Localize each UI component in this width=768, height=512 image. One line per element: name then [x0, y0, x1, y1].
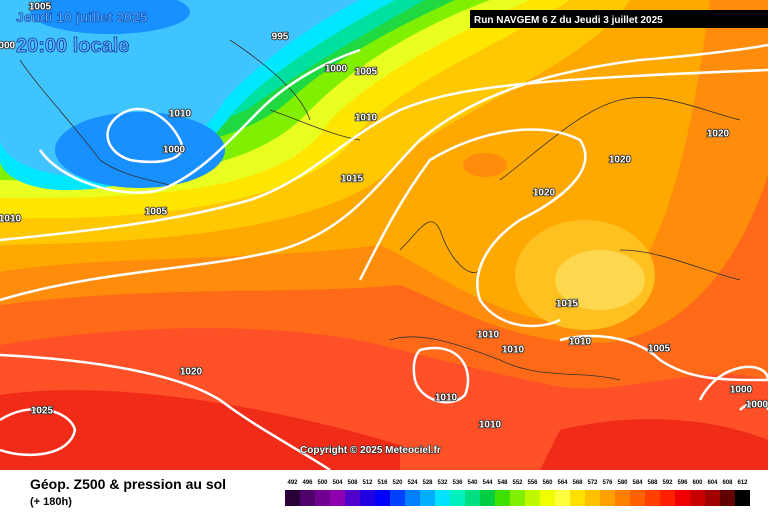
legend-swatch	[510, 490, 525, 506]
legend-label: 516	[377, 480, 388, 486]
isobar-label: 1000	[0, 41, 16, 52]
legend-label: 580	[617, 480, 628, 486]
legend-swatch	[405, 490, 420, 506]
legend-label: 492	[287, 480, 298, 486]
legend-label: 576	[602, 480, 613, 486]
legend-swatch	[390, 490, 405, 506]
isobar-label: 1005	[145, 207, 168, 218]
legend-swatch	[480, 490, 495, 506]
valid-date: Jeudi 10 juillet 2025	[16, 9, 148, 25]
legend-label: 572	[587, 480, 598, 486]
legend-label: 504	[332, 480, 343, 486]
legend-label: 556	[527, 480, 538, 486]
legend-swatch	[435, 490, 450, 506]
legend-label: 584	[632, 480, 643, 486]
isobar-label: 1010	[0, 214, 22, 225]
legend-swatch	[450, 490, 465, 506]
legend-label: 568	[572, 480, 583, 486]
legend-swatch	[735, 490, 750, 506]
isobar-label: 1005	[355, 67, 378, 78]
run-banner	[470, 10, 768, 28]
legend-swatch	[360, 490, 375, 506]
legend-swatch	[315, 490, 330, 506]
legend-label: 604	[707, 480, 718, 486]
legend-label: 500	[317, 480, 328, 486]
legend-label: 544	[482, 480, 493, 486]
legend-swatch	[660, 490, 675, 506]
legend-swatch	[300, 490, 315, 506]
isobar-label: 1010	[502, 345, 525, 356]
legend-swatch	[570, 490, 585, 506]
legend-swatch	[540, 490, 555, 506]
isobar-label: 1020	[609, 155, 632, 166]
legend-swatch	[465, 490, 480, 506]
legend-label: 532	[437, 480, 448, 486]
isobar-label: 1010	[477, 330, 500, 341]
legend-label: 600	[692, 480, 703, 486]
isobar-labels: 1005 1000 995 1000 1005 1010 1000 1010 1…	[0, 1, 768, 432]
isobar-label: 1000	[325, 64, 348, 75]
isobar-lines	[0, 43, 768, 472]
legend-swatch	[630, 490, 645, 506]
isobar-label: 1005	[648, 344, 671, 355]
lead-time: (+ 180h)	[30, 496, 72, 508]
legend-label: 592	[662, 480, 673, 486]
isobar-label: 1020	[533, 188, 556, 199]
isobar-label: 1025	[31, 406, 54, 417]
isobar-label: 1020	[707, 129, 730, 140]
legend-swatch	[615, 490, 630, 506]
legend-label: 596	[677, 480, 688, 486]
legend-swatch	[420, 490, 435, 506]
isobar-label: 1010	[169, 109, 192, 120]
legend-label: 536	[452, 480, 463, 486]
legend-swatch	[555, 490, 570, 506]
isobar-label: 1000	[163, 145, 186, 156]
legend-swatch	[600, 490, 615, 506]
legend-label: 548	[497, 480, 508, 486]
valid-time: 20:00 locale	[16, 35, 129, 57]
isobar-label: 1000	[746, 400, 768, 411]
isobar-label: 1020	[180, 367, 203, 378]
legend-label: 608	[722, 480, 733, 486]
color-legend: 492 496 500 504 508 512 516 520 524 528 532 536 540 5…	[285, 480, 750, 506]
legend-swatch	[675, 490, 690, 506]
legend-swatch	[645, 490, 660, 506]
legend-label: 560	[542, 480, 553, 486]
legend-swatch	[705, 490, 720, 506]
legend-swatch	[345, 490, 360, 506]
legend-swatch	[375, 490, 390, 506]
legend-swatch	[330, 490, 345, 506]
legend-label: 564	[557, 480, 568, 486]
legend-label: 524	[407, 480, 418, 486]
product-title: Géop. Z500 & pression au sol	[30, 476, 226, 492]
legend-label: 496	[302, 480, 313, 486]
legend-label: 528	[422, 480, 433, 486]
isobar-label: 1010	[355, 113, 378, 124]
legend-swatch	[585, 490, 600, 506]
isobar-label: 1015	[341, 174, 364, 185]
isobar-label: 1000	[730, 385, 753, 396]
legend-swatch	[495, 490, 510, 506]
isobar-label: 1015	[556, 299, 579, 310]
legend-label: 612	[737, 480, 748, 486]
legend-label: 540	[467, 480, 478, 486]
legend-swatch	[690, 490, 705, 506]
legend-label: 508	[347, 480, 358, 486]
legend-label: 588	[647, 480, 658, 486]
legend-swatch	[525, 490, 540, 506]
isobar-label: 1010	[435, 393, 458, 404]
isobar-label: 1010	[569, 337, 592, 348]
run-info: Run NAVGEM 6 Z du Jeudi 3 juillet 2025	[474, 15, 663, 26]
isobar-label: 1005	[29, 2, 52, 13]
isobar-label: 995	[272, 32, 289, 43]
legend-label: 552	[512, 480, 523, 486]
legend-label: 520	[392, 480, 403, 486]
isobar-label: 1010	[479, 420, 502, 431]
legend-label: 512	[362, 480, 373, 486]
legend-swatch	[720, 490, 735, 506]
legend-swatch	[285, 490, 300, 506]
copyright: Copyright © 2025 Meteociel.fr	[300, 445, 441, 456]
